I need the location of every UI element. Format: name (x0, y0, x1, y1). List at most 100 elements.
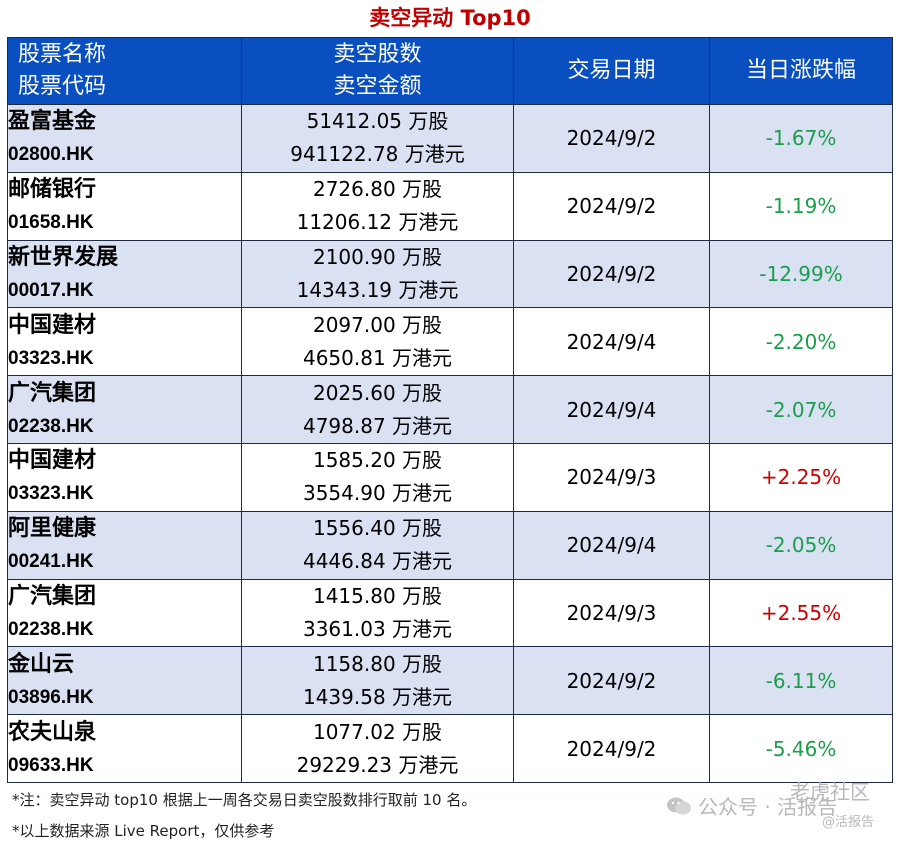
table-row: 中国建材 03323.HK 2097.00 万股 4650.81 万港元 2024/9/… (7, 307, 893, 377)
short-cell: 1585.20 万股 3554.90 万港元 (241, 442, 514, 512)
header-short-volume: 卖空股数 卖空金额 (241, 37, 514, 105)
table-row: 金山云 03896.HK 1158.80 万股 1439.58 万港元 2024/9/2… (7, 646, 893, 716)
table-row: 盈富基金 02800.HK 51412.05 万股 941122.78 万港元 2024… (7, 104, 893, 173)
daily-change: -2.05% (709, 510, 893, 580)
trade-date: 2024/9/2 (513, 171, 710, 241)
footnote-ranking: *注：卖空异动 top10 根据上一周各交易日卖空股数排行取前 10 名。 (12, 791, 477, 809)
table-row: 农夫山泉 09633.HK 1077.02 万股 29229.23 万港元 2024/9… (7, 714, 893, 783)
stock-code: 02238.HK (8, 415, 94, 437)
stock-name: 农夫山泉 (8, 718, 97, 745)
trade-date: 2024/9/3 (513, 442, 710, 512)
trade-date: 2024/9/2 (513, 714, 710, 783)
header-stock-code: 股票代码 (18, 74, 107, 99)
stock-cell: 新世界发展 00017.HK (7, 239, 242, 309)
stock-name: 阿里健康 (8, 515, 97, 542)
short-shares: 1556.40 万股 (312, 516, 443, 541)
short-shares: 1077.02 万股 (312, 719, 443, 744)
footnote-source: *以上数据来源 Live Report，仅供参考 (12, 822, 275, 840)
daily-change: -1.67% (709, 104, 893, 173)
short-cell: 2097.00 万股 4650.81 万港元 (241, 307, 514, 377)
trade-date: 2024/9/4 (513, 510, 710, 580)
header-stock-name: 股票名称 (18, 42, 107, 67)
trade-date: 2024/9/2 (513, 239, 710, 309)
page-title: 卖空异动 Top10 (369, 6, 531, 30)
daily-change: +2.55% (709, 578, 893, 648)
header-short-amount: 卖空金额 (333, 74, 422, 99)
daily-change: -1.19% (709, 171, 893, 241)
stock-name: 新世界发展 (8, 243, 119, 270)
short-amount: 3361.03 万港元 (302, 616, 453, 641)
table-body: 盈富基金 02800.HK 51412.05 万股 941122.78 万港元 2024… (7, 104, 893, 783)
stock-name: 中国建材 (8, 311, 97, 338)
watermark-handle: @活报告 (822, 815, 875, 830)
stock-cell: 邮储银行 01658.HK (7, 171, 242, 241)
stock-cell: 盈富基金 02800.HK (7, 104, 242, 173)
short-cell: 2726.80 万股 11206.12 万港元 (241, 171, 514, 241)
short-selling-table: 股票名称 股票代码 卖空股数 卖空金额 交易日期 当日涨跌幅 盈富基金 02800… (7, 37, 893, 783)
table-row: 广汽集团 02238.HK 1415.80 万股 3361.03 万港元 2024/9/… (7, 578, 893, 648)
stock-name: 金山云 (8, 650, 75, 677)
short-amount: 1439.58 万港元 (302, 684, 453, 709)
short-shares: 51412.05 万股 (306, 109, 449, 134)
stock-cell: 阿里健康 00241.HK (7, 510, 242, 580)
stock-cell: 中国建材 03323.HK (7, 307, 242, 377)
table-row: 邮储银行 01658.HK 2726.80 万股 11206.12 万港元 2024/9… (7, 171, 893, 241)
short-amount: 14343.19 万港元 (296, 277, 459, 302)
short-cell: 2100.90 万股 14343.19 万港元 (241, 239, 514, 309)
header-daily-change: 当日涨跌幅 (709, 37, 893, 105)
watermark-community: 老虎社区 (790, 780, 870, 804)
table-row: 广汽集团 02238.HK 2025.60 万股 4798.87 万港元 2024/9/… (7, 375, 893, 444)
short-amount: 29229.23 万港元 (296, 752, 459, 777)
short-amount: 11206.12 万港元 (296, 210, 459, 235)
stock-code: 09633.HK (8, 754, 94, 776)
short-shares: 1158.80 万股 (312, 651, 443, 676)
short-cell: 1158.80 万股 1439.58 万港元 (241, 646, 514, 716)
header-short-shares: 卖空股数 (333, 42, 422, 67)
short-cell: 51412.05 万股 941122.78 万港元 (241, 104, 514, 173)
stock-cell: 广汽集团 02238.HK (7, 578, 242, 648)
daily-change: -6.11% (709, 646, 893, 716)
stock-code: 01658.HK (8, 212, 94, 234)
stock-name: 广汽集团 (8, 379, 97, 406)
daily-change: +2.25% (709, 442, 893, 512)
table-header-row: 股票名称 股票代码 卖空股数 卖空金额 交易日期 当日涨跌幅 (7, 37, 893, 105)
trade-date: 2024/9/2 (513, 646, 710, 716)
daily-change: -5.46% (709, 714, 893, 783)
table-row: 阿里健康 00241.HK 1556.40 万股 4446.84 万港元 2024/9/… (7, 510, 893, 580)
short-shares: 1415.80 万股 (312, 583, 443, 608)
trade-date: 2024/9/2 (513, 104, 710, 173)
short-amount: 941122.78 万港元 (290, 142, 465, 167)
short-cell: 2025.60 万股 4798.87 万港元 (241, 375, 514, 444)
stock-cell: 农夫山泉 09633.HK (7, 714, 242, 783)
daily-change: -2.07% (709, 375, 893, 444)
short-cell: 1415.80 万股 3361.03 万港元 (241, 578, 514, 648)
table-row: 中国建材 03323.HK 1585.20 万股 3554.90 万港元 2024/9/… (7, 442, 893, 512)
short-shares: 2100.90 万股 (312, 244, 443, 269)
stock-code: 02238.HK (8, 618, 94, 640)
short-cell: 1077.02 万股 29229.23 万港元 (241, 714, 514, 783)
short-shares: 2726.80 万股 (312, 177, 443, 202)
stock-code: 03323.HK (8, 483, 94, 505)
daily-change: -12.99% (709, 239, 893, 309)
short-amount: 4446.84 万港元 (302, 549, 453, 574)
header-trade-date: 交易日期 (513, 37, 710, 105)
wechat-icon (667, 797, 691, 815)
stock-name: 广汽集团 (8, 582, 97, 609)
short-amount: 4798.87 万港元 (302, 413, 453, 438)
stock-code: 03896.HK (8, 686, 94, 708)
short-shares: 1585.20 万股 (312, 448, 443, 473)
short-shares: 2097.00 万股 (312, 312, 443, 337)
short-cell: 1556.40 万股 4446.84 万港元 (241, 510, 514, 580)
header-name-code: 股票名称 股票代码 (7, 37, 242, 105)
stock-code: 00241.HK (8, 551, 94, 573)
stock-code: 00017.HK (8, 279, 94, 301)
trade-date: 2024/9/3 (513, 578, 710, 648)
stock-name: 盈富基金 (8, 108, 97, 135)
short-amount: 3554.90 万港元 (302, 481, 453, 506)
stock-name: 邮储银行 (8, 176, 97, 203)
stock-name: 中国建材 (8, 447, 97, 474)
table-row: 新世界发展 00017.HK 2100.90 万股 14343.19 万港元 2024/… (7, 239, 893, 309)
short-amount: 4650.81 万港元 (302, 345, 453, 370)
stock-code: 02800.HK (8, 144, 94, 166)
watermark-account: 公众号 · 活报告 (698, 795, 838, 819)
